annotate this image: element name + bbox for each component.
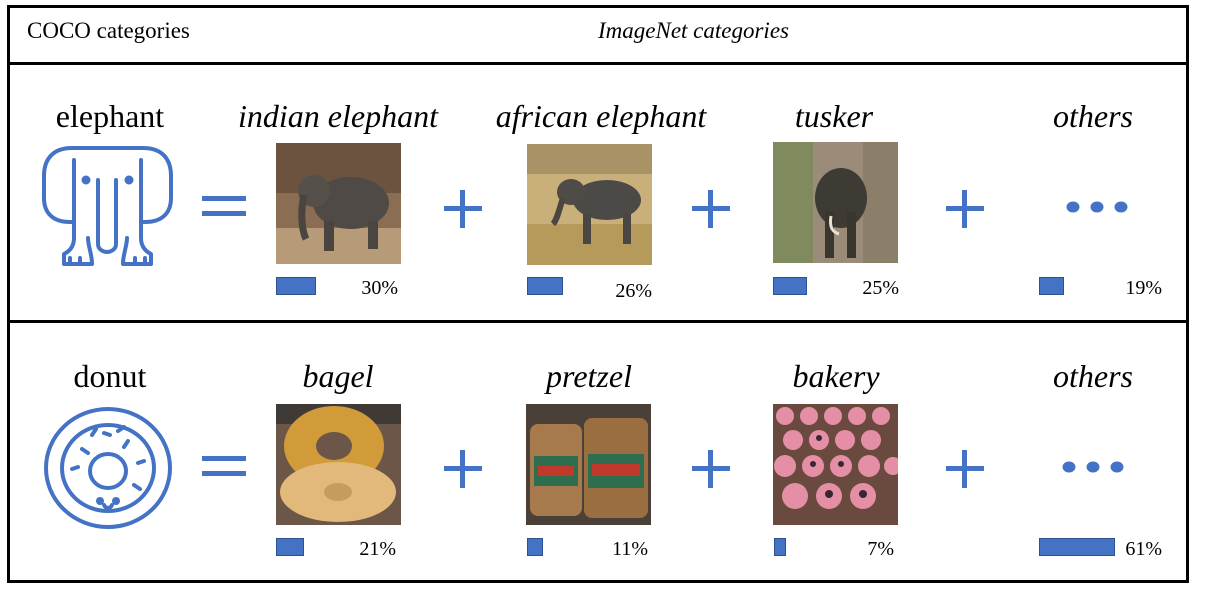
thumbnail-indian-elephant xyxy=(276,143,401,264)
coco-category-elephant: elephant xyxy=(55,98,165,134)
plus-icon xyxy=(692,450,730,488)
imagenet-category-title: tusker xyxy=(794,98,874,134)
thumbnail-tusker xyxy=(773,142,898,263)
percent-label: 30% xyxy=(361,277,398,299)
imagenet-category-title: bagel xyxy=(302,358,374,394)
coco-category-donut: donut xyxy=(73,358,147,394)
percent-bar xyxy=(276,538,304,556)
thumbnail-pretzel xyxy=(526,404,651,525)
imagenet-category-title: african elephant xyxy=(495,98,707,134)
percent-bar xyxy=(1039,538,1115,556)
percent-bar xyxy=(527,277,563,295)
plus-icon xyxy=(946,450,984,488)
ellipsis-icon xyxy=(1062,460,1124,474)
percent-label: 21% xyxy=(359,538,396,560)
percent-bar xyxy=(276,277,316,295)
percent-label: 26% xyxy=(615,280,652,302)
equals-icon xyxy=(202,456,246,478)
elephant-icon xyxy=(40,140,175,272)
percent-label: 61% xyxy=(1125,538,1162,560)
plus-icon xyxy=(444,190,482,228)
imagenet-category-title: bakery xyxy=(792,358,880,394)
percent-label: 25% xyxy=(862,277,899,299)
plus-icon xyxy=(444,450,482,488)
ellipsis-icon xyxy=(1066,200,1128,214)
percent-bar xyxy=(527,538,543,556)
imagenet-category-title: indian elephant xyxy=(238,98,438,134)
equals-icon xyxy=(202,196,246,218)
imagenet-category-title: pretzel xyxy=(546,358,632,394)
thumbnail-bakery xyxy=(773,404,898,525)
donut-icon xyxy=(42,405,174,531)
header-coco-label: COCO categories xyxy=(27,18,190,43)
header-imagenet-label: ImageNet categories xyxy=(598,18,789,43)
percent-label: 7% xyxy=(867,538,894,560)
row-divider xyxy=(7,320,1189,323)
header-divider xyxy=(7,62,1189,65)
percent-label: 19% xyxy=(1125,277,1162,299)
imagenet-category-title: others xyxy=(1053,358,1133,394)
plus-icon xyxy=(692,190,730,228)
thumbnail-african-elephant xyxy=(527,144,652,265)
plus-icon xyxy=(946,190,984,228)
diagram-frame xyxy=(7,5,1189,583)
percent-label: 11% xyxy=(612,538,648,560)
thumbnail-bagel xyxy=(276,404,401,525)
imagenet-category-title: others xyxy=(1053,98,1133,134)
percent-bar xyxy=(1039,277,1064,295)
percent-bar xyxy=(773,277,807,295)
percent-bar xyxy=(774,538,786,556)
